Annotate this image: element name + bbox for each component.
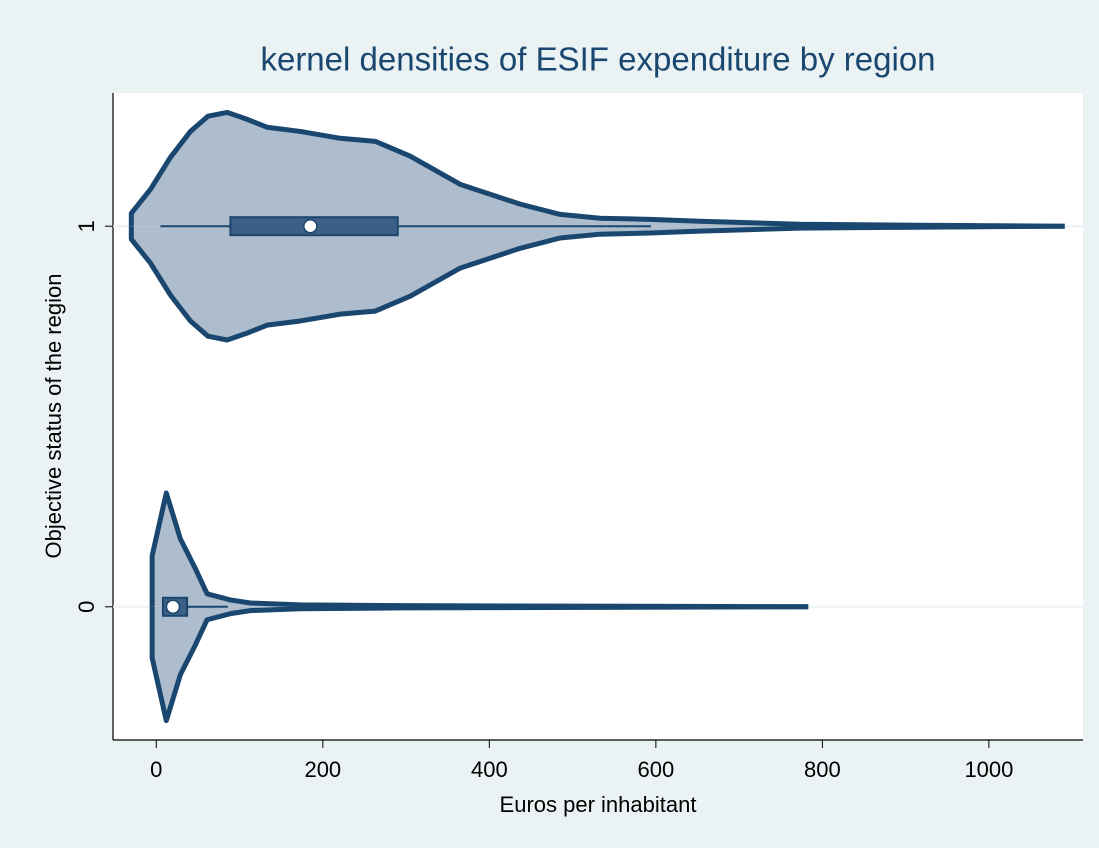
median [165,599,181,615]
x-tick-label: 800 [804,757,841,782]
chart-title: kernel densities of ESIF expenditure by … [260,41,935,78]
y-tick-label: 1 [74,220,99,232]
y-tick-label: 0 [74,601,99,613]
x-tick-label: 600 [638,757,675,782]
x-tick-label: 200 [304,757,341,782]
violin-half [149,604,809,724]
violin-half [128,109,1065,229]
violin-half [128,223,1065,343]
y-axis-label: Objective status of the region [41,274,66,559]
median [303,218,318,234]
x-tick-label: 1000 [964,757,1013,782]
violin-half [149,490,809,610]
x-tick-label: 400 [471,757,508,782]
x-axis-label: Euros per inhabitant [500,792,697,817]
x-tick-label: 0 [150,757,162,782]
